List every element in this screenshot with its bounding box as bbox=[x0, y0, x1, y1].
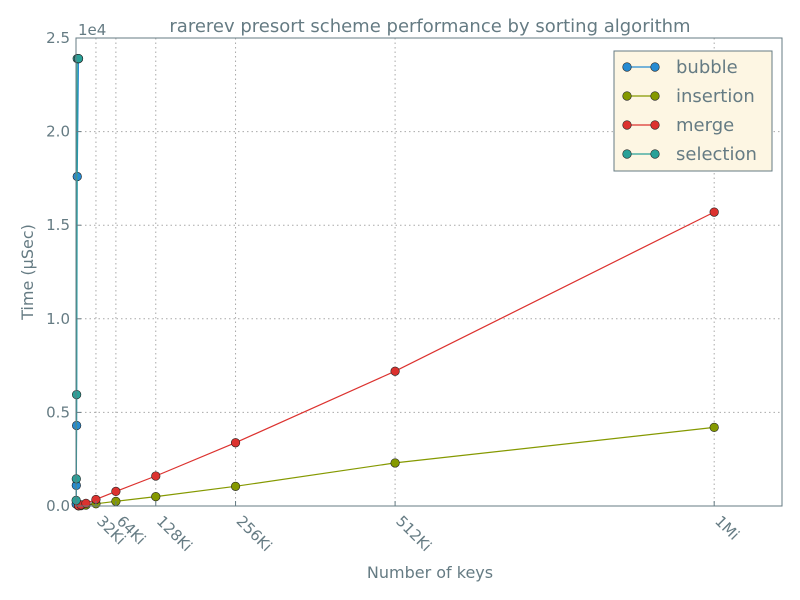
legend-item: selection bbox=[622, 144, 757, 165]
data-point bbox=[390, 458, 400, 468]
legend-label: merge bbox=[676, 115, 734, 136]
y-tick-label: 0.5 bbox=[46, 403, 70, 421]
data-point bbox=[151, 471, 161, 481]
y-tick-label: 2.5 bbox=[46, 29, 70, 47]
legend-marker bbox=[650, 62, 660, 72]
legend-marker bbox=[622, 62, 632, 72]
data-point bbox=[390, 366, 400, 376]
y-tick-label: 2.0 bbox=[46, 123, 70, 141]
legend-box bbox=[613, 50, 773, 172]
legend-marker bbox=[622, 120, 632, 130]
legend-item: merge bbox=[622, 115, 734, 136]
plot-frame bbox=[75, 37, 783, 507]
data-point bbox=[111, 486, 121, 496]
y-tick-label: 1.5 bbox=[46, 216, 70, 234]
data-point bbox=[230, 481, 241, 491]
legend-marker bbox=[622, 149, 632, 159]
data-point bbox=[709, 207, 719, 217]
legend-marker bbox=[650, 120, 660, 130]
data-point bbox=[709, 422, 719, 432]
y-axis-label: Time (μSec) bbox=[18, 224, 37, 321]
legend-marker bbox=[650, 91, 660, 101]
data-point bbox=[72, 390, 82, 400]
x-axis-label: Number of keys bbox=[367, 563, 493, 582]
y-exponent-label: 1e4 bbox=[78, 21, 106, 39]
legend-item: insertion bbox=[622, 86, 755, 107]
legend-label: selection bbox=[676, 144, 757, 165]
legend-marker bbox=[650, 149, 660, 159]
legend-marker bbox=[622, 91, 632, 101]
legend-label: bubble bbox=[676, 57, 738, 78]
legend: bubble insertion merge selection bbox=[613, 50, 773, 172]
data-point bbox=[151, 492, 161, 502]
data-point bbox=[230, 438, 241, 448]
legend-item: bubble bbox=[622, 57, 738, 78]
data-point bbox=[73, 53, 84, 64]
legend-label: insertion bbox=[676, 86, 755, 107]
y-tick-label: 1.0 bbox=[46, 310, 70, 328]
chart-title: rarerev presort scheme performance by so… bbox=[169, 16, 690, 37]
y-tick-label: 0.0 bbox=[46, 497, 70, 515]
